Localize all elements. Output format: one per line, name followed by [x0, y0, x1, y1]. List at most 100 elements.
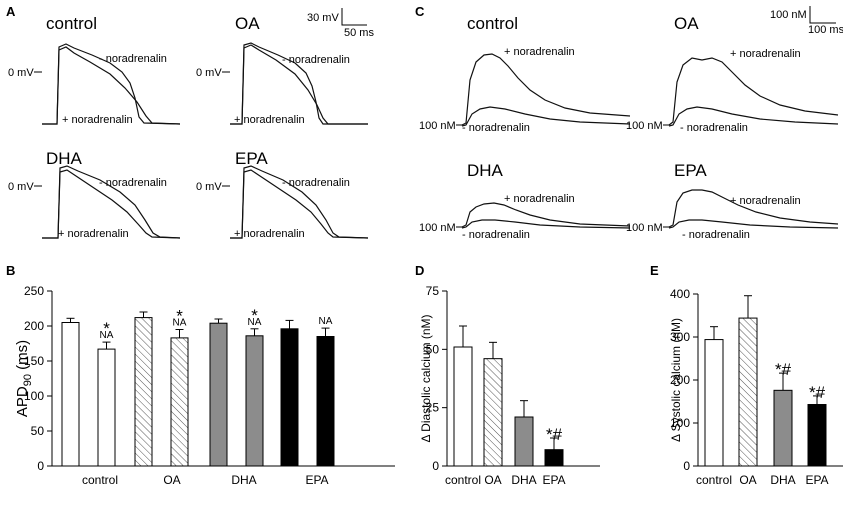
ca-lower-label-control: - noradrenalin [462, 122, 530, 134]
zero-mv-label: 0 mV [8, 67, 34, 79]
ap-trace-control: control 0 mV - noradrenalin + noradrenal… [8, 14, 181, 126]
ca-trace-epa: EPA 100 nM + noradrenalin - noradrenalin [626, 161, 839, 241]
ca-trace-control: control 100 nM + noradrenalin - noradren… [419, 14, 631, 134]
ap-lower-label-control: + noradrenalin [62, 114, 133, 126]
bar [483, 358, 503, 467]
significance-marker: * [251, 306, 258, 325]
y-tick-label: 300 [670, 330, 690, 344]
x-tick-label: DHA [511, 473, 536, 487]
x-tick-label: DHA [770, 473, 795, 487]
ap-title-dha: DHA [46, 149, 83, 168]
chart-d: D 0 25 50 75 Δ Diastolic calcium (nM) control O… [415, 263, 600, 487]
y-tick-label: 0 [432, 459, 439, 473]
y-tick-label: 200 [670, 373, 690, 387]
na-annotation: NA [100, 330, 114, 341]
panel-a-label: A [6, 4, 16, 19]
y-tick-label: 75 [426, 284, 440, 298]
ca-upper-label-control: + noradrenalin [504, 46, 575, 58]
ca-upper-label-epa: + noradrenalin [730, 195, 801, 207]
panel-label: B [6, 263, 15, 278]
y-tick-label: 50 [426, 342, 440, 356]
ap-lower-label-dha: + noradrenalin [58, 228, 129, 240]
zero-mv-label: 0 mV [196, 67, 222, 79]
y-tick-label: 400 [670, 287, 690, 301]
na-annotation: NA [173, 318, 187, 329]
ca-title-control: control [467, 14, 518, 33]
chart-e: E 0 100 200 300 400 Δ Systolic calcium (nM) con… [650, 263, 843, 487]
baseline-label: 100 nM [626, 222, 663, 234]
ca-upper-label-oa: + noradrenalin [730, 48, 801, 60]
y-tick-label: 0 [683, 459, 690, 473]
y-axis-label-unit: (ms) [14, 340, 31, 374]
significance-marker: *# [809, 383, 826, 402]
scale-time-label-c: 100 ms [808, 24, 843, 36]
ap-title-epa: EPA [235, 149, 268, 168]
y-tick-label: 25 [426, 401, 440, 415]
ap-upper-label-epa: - noradrenalin [282, 177, 350, 189]
baseline-label: 100 nM [419, 222, 456, 234]
y-axis-label: Δ Systolic calcium (nM) [669, 318, 683, 442]
y-tick-label: 50 [31, 424, 45, 438]
bar [807, 404, 827, 467]
ap-upper-label-control: - noradrenalin [99, 53, 167, 65]
x-tick-label: EPA [305, 473, 328, 487]
x-tick-label: OA [739, 473, 756, 487]
significance-marker: * [176, 307, 183, 326]
panel-label: D [415, 263, 424, 278]
x-tick-label: control [696, 473, 732, 487]
bar [170, 337, 189, 467]
bar [738, 317, 758, 467]
ca-title-epa: EPA [674, 161, 707, 180]
ap-lower-label-oa: + noradrenalin [234, 114, 305, 126]
ap-title-control: control [46, 14, 97, 33]
na-annotation: NA [248, 317, 262, 328]
scale-calcium-label: 100 nM [770, 9, 807, 21]
x-tick-label: EPA [805, 473, 828, 487]
significance-marker: * [103, 319, 110, 338]
bar [134, 317, 153, 467]
significance-marker: *# [775, 360, 792, 379]
panel-label: E [650, 263, 659, 278]
bar [316, 336, 335, 467]
x-tick-label: control [82, 473, 118, 487]
bar [544, 449, 564, 467]
na-annotation: NA [319, 316, 333, 327]
y-axis-label: Δ Diastolic calcium (nM) [419, 314, 433, 442]
ap-title-oa: OA [235, 14, 260, 33]
ap-upper-label-dha: - noradrenalin [99, 177, 167, 189]
y-axis-label-subscript: 90 [22, 374, 34, 386]
x-tick-label: OA [484, 473, 501, 487]
ap-upper-label-oa: - noradrenalin [282, 54, 350, 66]
bar [514, 416, 534, 467]
bar [245, 335, 264, 467]
bar [453, 346, 473, 467]
y-tick-label: 250 [24, 284, 44, 298]
y-axis-label: APD90 (ms) [14, 340, 34, 417]
bar [97, 348, 116, 467]
bar [280, 328, 299, 467]
y-tick-label: 100 [670, 416, 690, 430]
panel-c-scale-bar: 100 nM 100 ms [770, 6, 843, 36]
y-tick-label: 150 [24, 354, 44, 368]
x-tick-label: control [445, 473, 481, 487]
zero-mv-label: 0 mV [8, 181, 34, 193]
ca-lower-label-oa: - noradrenalin [680, 122, 748, 134]
significance-marker: *# [546, 425, 563, 444]
ca-lower-label-epa: - noradrenalin [682, 229, 750, 241]
y-tick-label: 0 [37, 459, 44, 473]
ca-upper-label-dha: + noradrenalin [504, 193, 575, 205]
scale-time-label: 50 ms [344, 27, 374, 39]
panel-a-scale-bar: 30 mV 50 ms [307, 8, 374, 39]
bar [209, 322, 228, 467]
ca-title-oa: OA [674, 14, 699, 33]
ca-trace-oa: OA 100 nM + noradrenalin - noradrenalin [626, 14, 839, 134]
zero-mv-label: 0 mV [196, 181, 222, 193]
ca-title-dha: DHA [467, 161, 504, 180]
ap-trace-dha: DHA 0 mV - noradrenalin + noradrenalin [8, 149, 181, 240]
ap-trace-oa: OA 0 mV - noradrenalin + noradrenalin [196, 14, 368, 126]
ca-trace-dha: DHA 100 nM + noradrenalin - noradrenalin [419, 161, 631, 241]
ap-lower-label-epa: + noradrenalin [234, 228, 305, 240]
panel-c-label: C [415, 4, 425, 19]
